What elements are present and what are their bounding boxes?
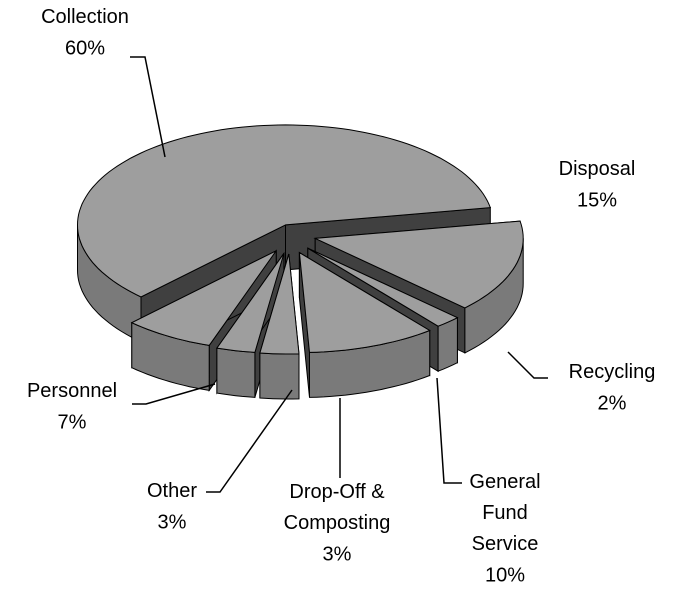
slice-label: Recycling bbox=[569, 361, 656, 383]
slice-value-label: 2% bbox=[598, 392, 627, 414]
leader-line bbox=[206, 389, 293, 493]
leader-line bbox=[132, 383, 216, 405]
slice-value-label: 7% bbox=[58, 411, 87, 433]
slice-top bbox=[313, 220, 524, 309]
slice-value-label: 60% bbox=[65, 37, 105, 59]
slice-value-label: 3% bbox=[323, 543, 352, 565]
slice-top bbox=[307, 247, 459, 327]
leader-line bbox=[436, 377, 462, 484]
slice-label: Other bbox=[147, 480, 197, 502]
leader-line bbox=[507, 351, 548, 379]
slice-label: Disposal bbox=[559, 158, 636, 180]
slice-top bbox=[259, 253, 300, 355]
slice bbox=[298, 251, 431, 398]
slice-value-label: 3% bbox=[158, 511, 187, 533]
slice-top bbox=[130, 250, 277, 346]
slice-top bbox=[216, 253, 285, 353]
slice-side bbox=[259, 352, 300, 400]
slice-label: Personnel bbox=[27, 380, 117, 402]
slice-label: Drop-Off & Composting bbox=[284, 481, 391, 534]
slice-value-label: 15% bbox=[577, 189, 617, 211]
slice-value-label: 10% bbox=[485, 564, 525, 586]
slice-top bbox=[298, 251, 431, 353]
slice-side bbox=[216, 347, 256, 398]
slice bbox=[259, 253, 300, 400]
slice-side bbox=[437, 316, 458, 372]
slice-top bbox=[76, 124, 492, 298]
slice-label: Collection bbox=[41, 6, 129, 28]
slice-label: General Fund Service bbox=[469, 471, 540, 555]
leader-line bbox=[130, 56, 166, 158]
